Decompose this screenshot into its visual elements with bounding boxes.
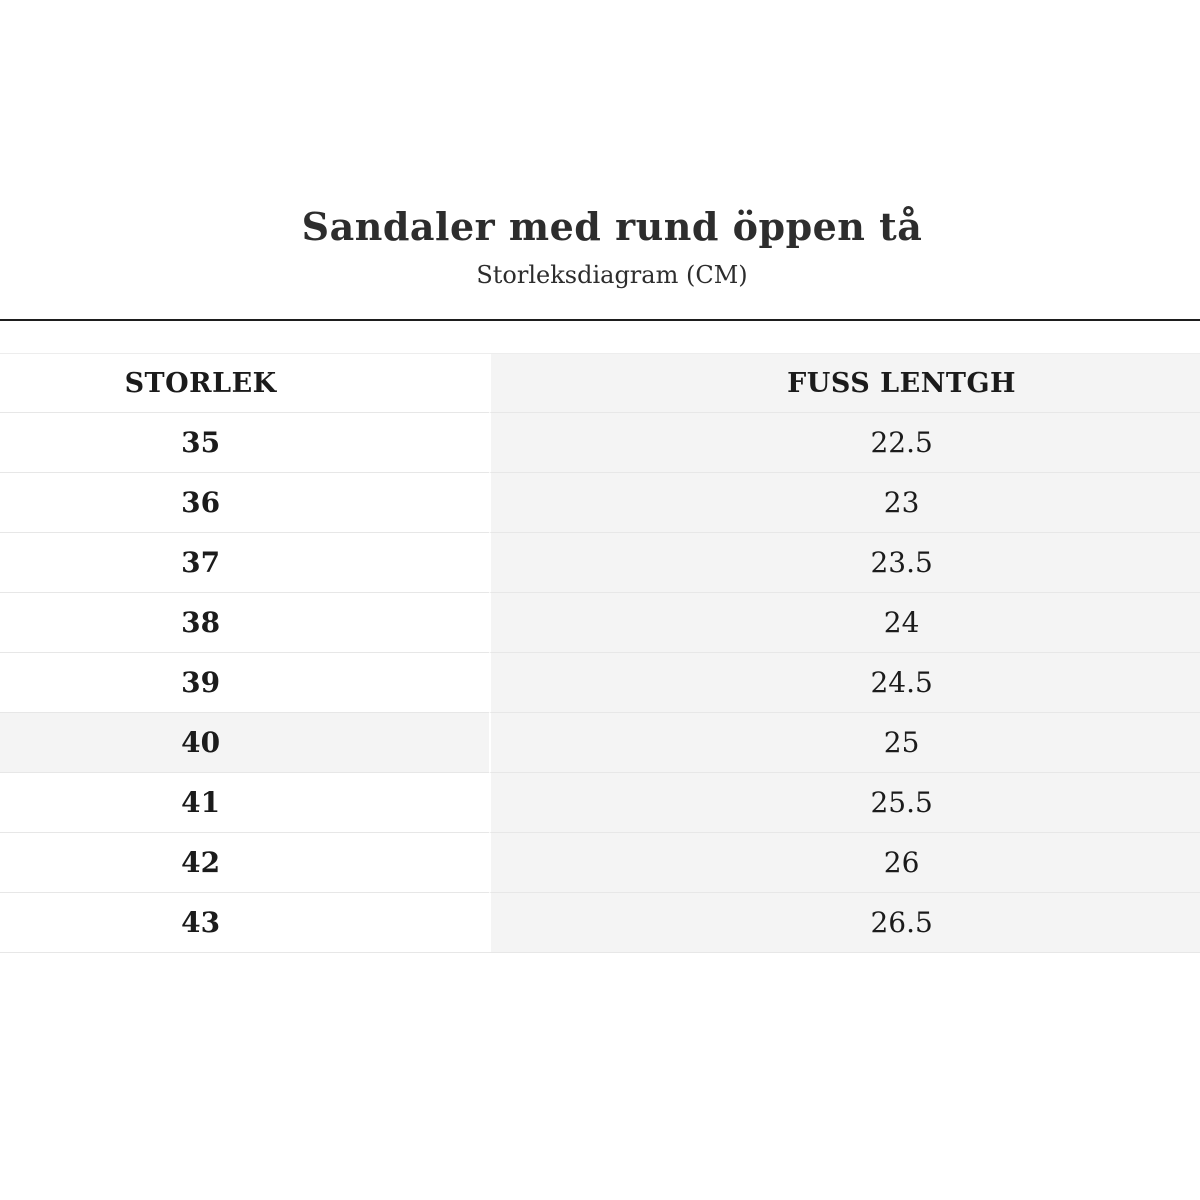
table-row[interactable]: 38 24 [0, 592, 1200, 652]
length-cell: 25 [489, 712, 1200, 772]
size-cell: 36 [0, 472, 490, 532]
table-row[interactable]: 41 25.5 [0, 772, 1200, 832]
column-header-fuss-lentgh: FUSS LENTGH [489, 354, 1200, 412]
table-row[interactable]: 43 26.5 [0, 892, 1200, 952]
size-cell: 40 [0, 712, 490, 772]
length-cell: 24 [489, 592, 1200, 652]
length-cell: 22.5 [489, 412, 1200, 472]
page-subtitle: Storleksdiagram (CM) [476, 261, 748, 289]
page-sheet: Sandaler med rund öppen tå Storleksdiagr… [0, 204, 1200, 953]
size-cell: 38 [0, 592, 490, 652]
size-cell: 39 [0, 652, 490, 712]
size-chart-header: STORLEK FUSS LENTGH [0, 354, 1200, 412]
length-cell: 24.5 [489, 652, 1200, 712]
length-cell: 26.5 [489, 892, 1200, 952]
length-cell: 23 [489, 472, 1200, 532]
table-row[interactable]: 39 24.5 [0, 652, 1200, 712]
table-row[interactable]: 36 23 [0, 472, 1200, 532]
header-row: STORLEK FUSS LENTGH [0, 354, 1200, 412]
table-row[interactable]: 42 26 [0, 832, 1200, 892]
length-cell: 25.5 [489, 772, 1200, 832]
size-cell: 35 [0, 412, 490, 472]
size-chart-body: 35 22.5 36 23 37 23.5 38 24 39 24.5 40 2… [0, 412, 1200, 952]
page-title: Sandaler med rund öppen tå [301, 204, 923, 249]
length-cell: 26 [489, 832, 1200, 892]
size-cell: 42 [0, 832, 490, 892]
size-cell: 41 [0, 772, 490, 832]
table-row[interactable]: 40 25 [0, 712, 1200, 772]
divider-rule [0, 319, 1200, 321]
size-cell: 43 [0, 892, 490, 952]
size-chart-table: STORLEK FUSS LENTGH 35 22.5 36 23 37 23.… [0, 353, 1200, 953]
table-row[interactable]: 35 22.5 [0, 412, 1200, 472]
length-cell: 23.5 [489, 532, 1200, 592]
column-header-storlek: STORLEK [124, 367, 277, 399]
table-row[interactable]: 37 23.5 [0, 532, 1200, 592]
size-cell: 37 [0, 532, 490, 592]
